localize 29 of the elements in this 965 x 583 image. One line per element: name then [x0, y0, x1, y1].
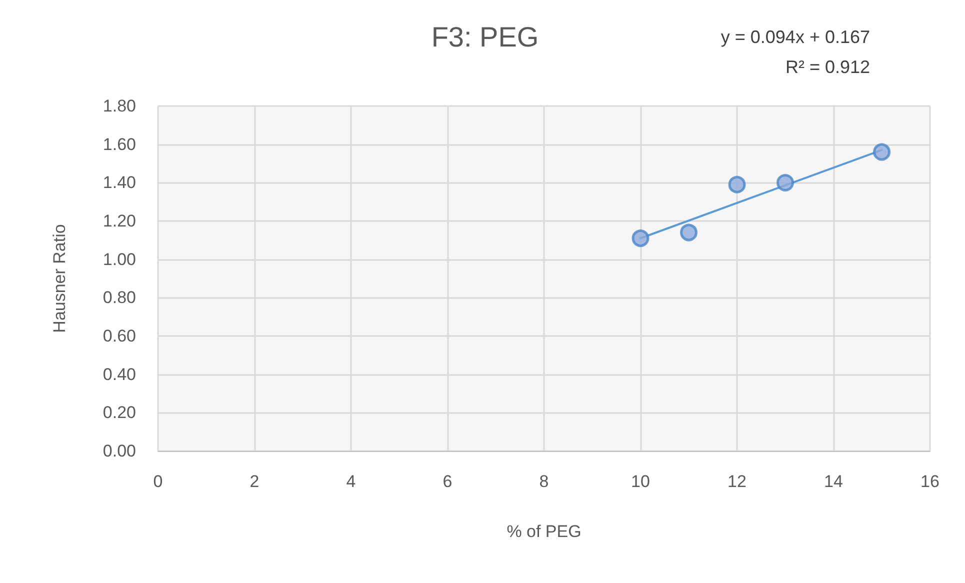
y-tick-label: 0.40: [102, 364, 136, 384]
text: y = 0.094x + 0.167: [720, 27, 870, 47]
y-axis-title: Hausner Ratio: [50, 224, 69, 333]
x-tick-label: 14: [824, 472, 843, 491]
x-tick-label: 2: [250, 472, 260, 491]
y-tick-label: 0.80: [102, 288, 136, 308]
point: [728, 176, 746, 194]
point: [632, 230, 650, 247]
y-tick-label: 0.20: [102, 403, 136, 422]
point: [680, 224, 698, 242]
y-tick-label: 1.00: [102, 250, 136, 269]
y-tick-label: 1.80: [102, 96, 136, 116]
x-tick-label: 4: [346, 472, 356, 491]
point: [873, 143, 890, 161]
x-tick-label: 10: [631, 472, 650, 491]
chart-title: F3: PEG: [431, 22, 539, 52]
y-tick-label: 1.60: [102, 134, 136, 154]
text: R² = 0.912: [785, 57, 870, 77]
x-axis-title: % of PEG: [506, 522, 582, 541]
y-tick-label: 1.40: [102, 173, 136, 192]
x-tick-label: 12: [728, 472, 746, 491]
x-tick-label: 16: [920, 472, 940, 491]
x-tick-label: 6: [442, 472, 452, 491]
point: [776, 174, 794, 192]
x-tick-label: 0: [153, 472, 163, 491]
y-tick-label: 0.00: [102, 442, 136, 460]
y-tick-label: 1.20: [102, 212, 136, 230]
y-tick-label: 0.60: [102, 326, 136, 346]
x-tick-label: 8: [539, 472, 549, 491]
